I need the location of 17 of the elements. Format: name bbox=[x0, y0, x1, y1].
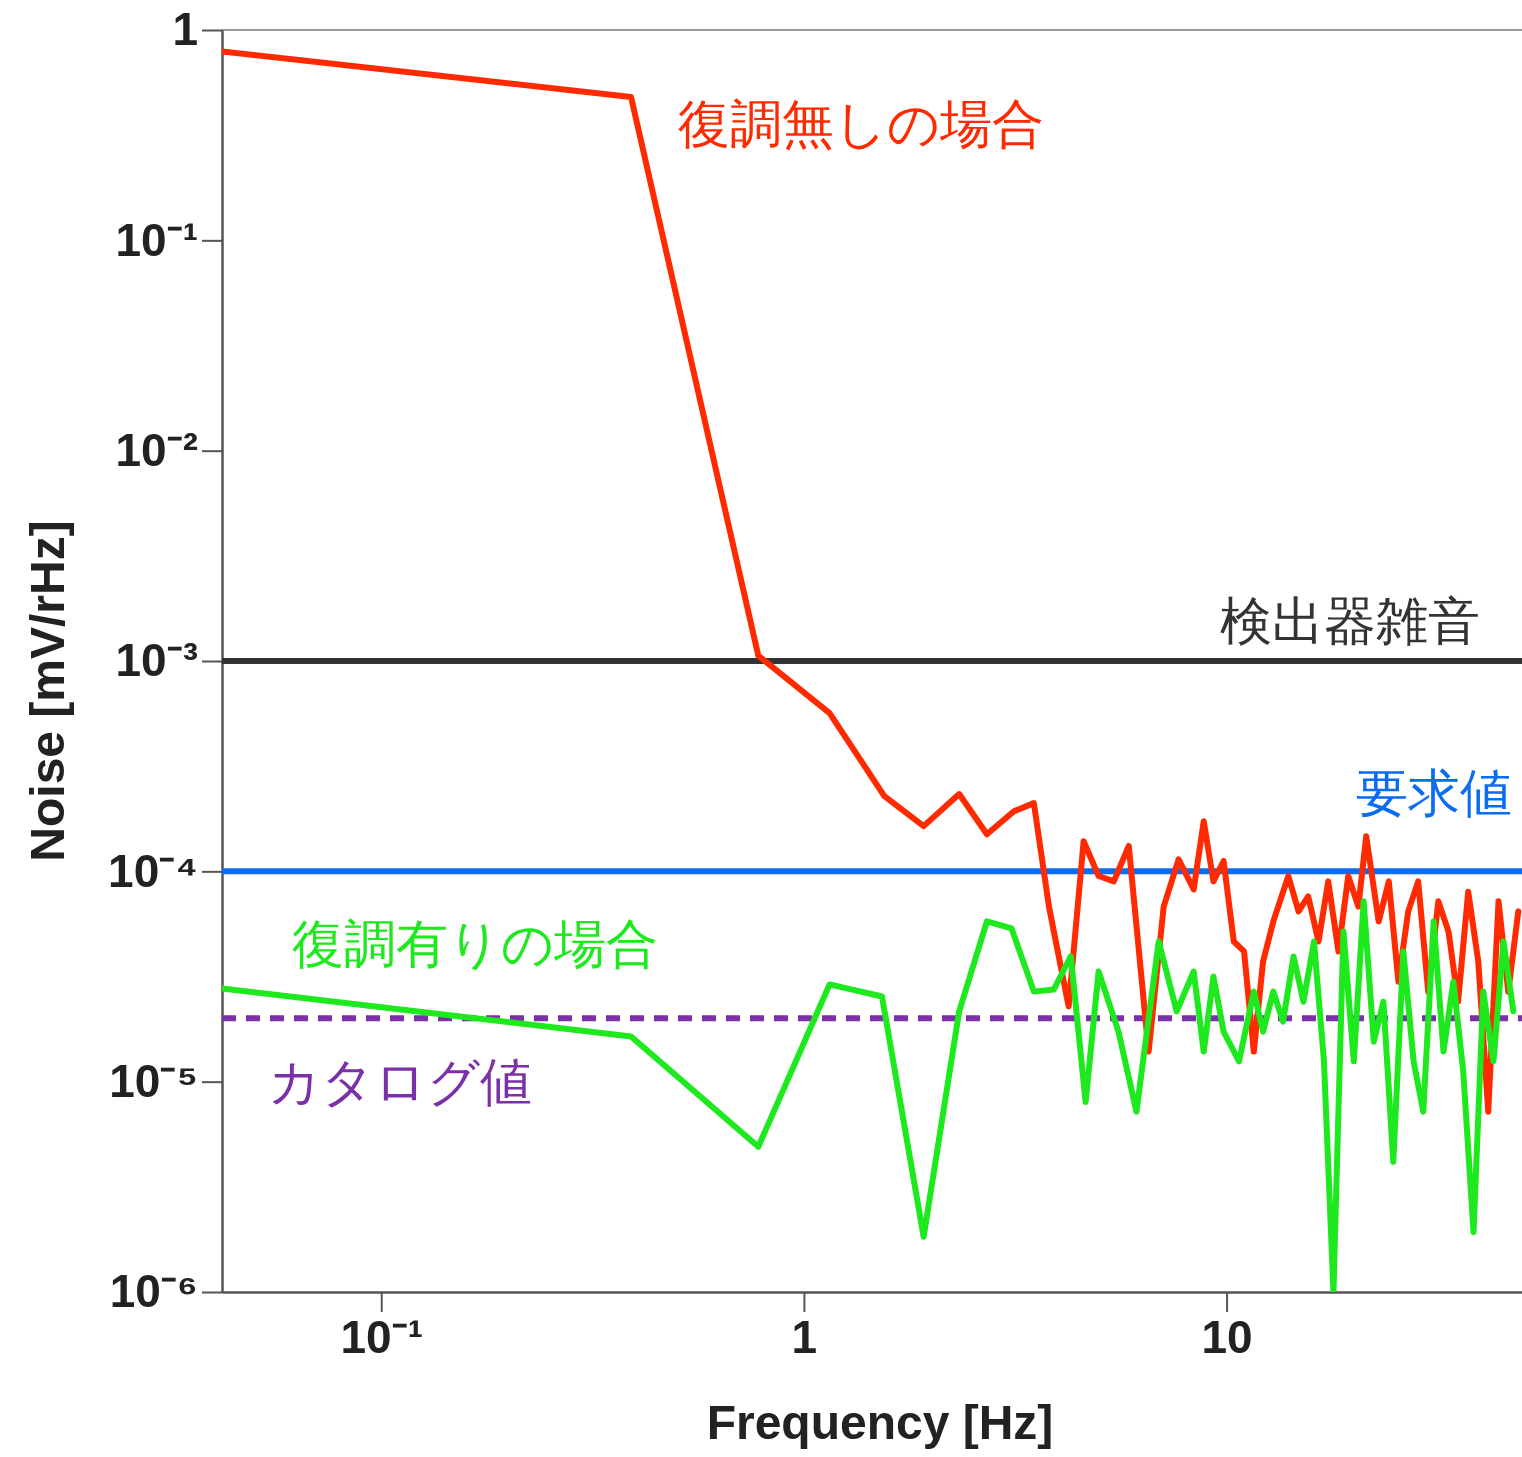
y-tick-label: 10⁻¹ bbox=[115, 213, 198, 266]
x-tick-label: 1 bbox=[791, 1310, 818, 1363]
ref-line-label: カタログ値 bbox=[268, 1053, 532, 1112]
y-tick-label: 1 bbox=[172, 3, 198, 56]
y-axis-title: Noise [mV/rHz] bbox=[21, 520, 74, 862]
y-tick-label: 10⁻⁶ bbox=[109, 1265, 198, 1318]
series-label: 復調無しの場合 bbox=[678, 95, 1044, 153]
y-tick-label: 10⁻³ bbox=[115, 634, 198, 687]
y-tick-label: 10⁻² bbox=[115, 423, 198, 476]
x-tick-label: 10 bbox=[1201, 1310, 1253, 1363]
y-tick-label: 10⁻⁵ bbox=[109, 1054, 198, 1107]
ref-line-label: 要求値 bbox=[1356, 764, 1512, 823]
ref-line-label: 検出器雑音 bbox=[1220, 592, 1480, 650]
y-tick-label: 10⁻⁴ bbox=[108, 844, 198, 897]
x-tick-label: 10⁻¹ bbox=[340, 1310, 423, 1363]
x-axis-title: Frequency [Hz] bbox=[706, 1396, 1054, 1449]
series-label: 復調有りの場合 bbox=[292, 915, 658, 973]
